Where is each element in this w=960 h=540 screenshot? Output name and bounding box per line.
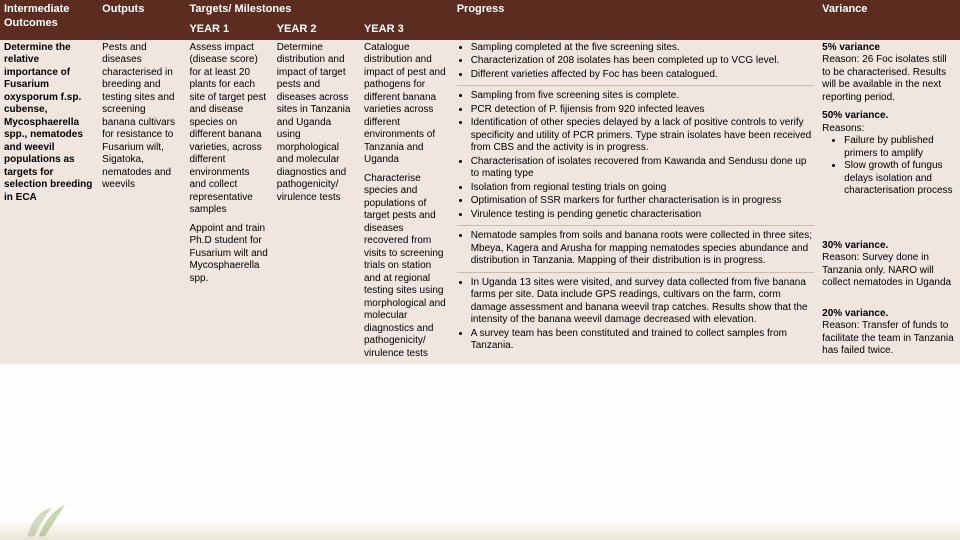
variance-block-3: 30% variance. Reason: Survey done in Tan… bbox=[822, 240, 956, 290]
list-item: In Uganda 13 sites were visited, and sur… bbox=[471, 277, 814, 327]
cell-output: Pests and diseases characterised in bree… bbox=[98, 40, 185, 365]
cell-progress: Sampling completed at the five screening… bbox=[453, 40, 818, 365]
variance-heading: 50% variance. bbox=[822, 110, 888, 121]
cell-year1: Assess impact (disease score) for at lea… bbox=[185, 40, 272, 365]
page-footer-gradient bbox=[0, 520, 960, 540]
variance-text: Reasons: bbox=[822, 123, 864, 134]
year3-para-a: Catalogue distribution and impact of pes… bbox=[364, 42, 449, 167]
progress-block-4: In Uganda 13 sites were visited, and sur… bbox=[457, 277, 814, 353]
list-item: Nematode samples from soils and banana r… bbox=[471, 230, 814, 268]
list-item: Different varieties affected by Foc has … bbox=[471, 69, 814, 82]
table-row: Determine the relative importance of Fus… bbox=[0, 40, 960, 365]
progress-block-1: Sampling completed at the five screening… bbox=[457, 42, 814, 82]
list-item: Characterisation of isolates recovered f… bbox=[471, 156, 814, 181]
list-item: Identification of other species delayed … bbox=[471, 117, 814, 155]
leaf-decoration-icon bbox=[25, 503, 70, 538]
variance-text: Reason: Transfer of funds to facilitate … bbox=[822, 320, 954, 356]
list-item: A survey team has been constituted and t… bbox=[471, 328, 814, 353]
variance-block-2: 50% variance. Reasons: Failure by publis… bbox=[822, 110, 956, 198]
th-targets: Targets/ Milestones bbox=[185, 0, 452, 20]
progress-block-2: Sampling from five screening sites is co… bbox=[457, 90, 814, 221]
header-row-1: Intermediate Outcomes Outputs Targets/ M… bbox=[0, 0, 960, 20]
th-year1: YEAR 1 bbox=[185, 20, 272, 40]
cell-year3: Catalogue distribution and impact of pes… bbox=[360, 40, 453, 365]
variance-heading: 5% variance bbox=[822, 42, 880, 53]
variance-heading: 20% variance. bbox=[822, 308, 888, 319]
th-year3: YEAR 3 bbox=[360, 20, 453, 40]
list-item: Virulence testing is pending genetic cha… bbox=[471, 209, 814, 222]
cell-intermediate-outcome: Determine the relative importance of Fus… bbox=[0, 40, 98, 365]
report-table: Intermediate Outcomes Outputs Targets/ M… bbox=[0, 0, 960, 364]
list-item: Isolation from regional testing trials o… bbox=[471, 182, 814, 195]
progress-block-3: Nematode samples from soils and banana r… bbox=[457, 230, 814, 268]
th-progress: Progress bbox=[453, 0, 818, 40]
list-item: Optimisation of SSR markers for further … bbox=[471, 195, 814, 208]
list-item: Sampling from five screening sites is co… bbox=[471, 90, 814, 103]
variance-heading: 30% variance. bbox=[822, 240, 888, 251]
variance-text: Reason: Survey done in Tanzania only. NA… bbox=[822, 252, 951, 288]
list-item: Slow growth of fungus delays isolation a… bbox=[844, 160, 956, 198]
th-intermediate-outcomes: Intermediate Outcomes bbox=[0, 0, 98, 40]
list-item: Sampling completed at the five screening… bbox=[471, 42, 814, 55]
variance-text: Reason: 26 Foc isolates still to be char… bbox=[822, 54, 947, 103]
cell-variance: 5% variance Reason: 26 Foc isolates stil… bbox=[818, 40, 960, 365]
th-year2: YEAR 2 bbox=[273, 20, 360, 40]
th-outputs: Outputs bbox=[98, 0, 185, 40]
list-item: Failure by published primers to amplify bbox=[844, 135, 956, 160]
cell-year2: Determine distribution and impact of tar… bbox=[273, 40, 360, 365]
year1-para-a: Assess impact (disease score) for at lea… bbox=[189, 42, 268, 217]
year3-para-b: Characterise species and populations of … bbox=[364, 173, 449, 361]
variance-block-4: 20% variance. Reason: Transfer of funds … bbox=[822, 308, 956, 358]
year1-para-b: Appoint and train Ph.D student for Fusar… bbox=[189, 223, 268, 286]
variance-block-1: 5% variance Reason: 26 Foc isolates stil… bbox=[822, 42, 956, 105]
th-variance: Variance bbox=[818, 0, 960, 40]
list-item: Characterization of 208 isolates has bee… bbox=[471, 55, 814, 68]
list-item: PCR detection of P. fijiensis from 920 i… bbox=[471, 104, 814, 117]
